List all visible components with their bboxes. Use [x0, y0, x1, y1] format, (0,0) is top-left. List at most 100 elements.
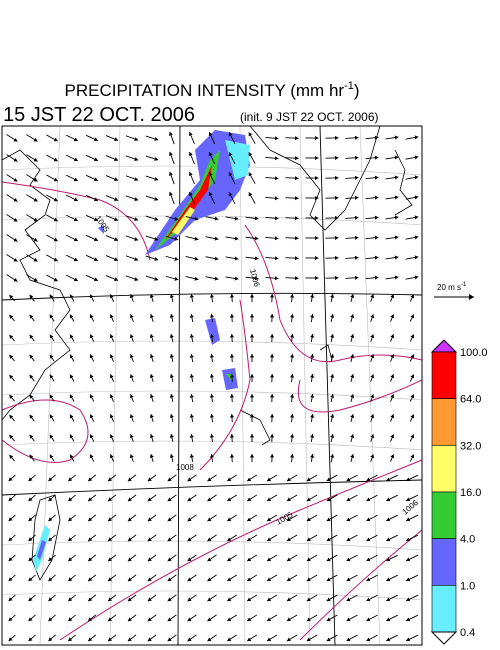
wind-arrow-head — [207, 577, 212, 582]
wind-arrow-head — [68, 477, 73, 482]
wind-arrow-head — [247, 557, 252, 562]
wind-arrow-head — [410, 434, 415, 439]
wind-arrow-head — [306, 637, 311, 642]
wind-arrow-head — [13, 197, 18, 202]
wind-arrow-head — [134, 197, 139, 201]
wind-arrow-head — [8, 637, 13, 642]
wind-arrow-head — [167, 497, 172, 502]
wind-arrow-head — [189, 354, 194, 358]
wind-arrow-head — [346, 557, 351, 562]
wind-arrow-head — [28, 617, 33, 622]
wind-arrow-head — [73, 197, 78, 202]
wind-arrow-head — [394, 275, 399, 280]
wind-arrow-head — [406, 477, 411, 482]
wind-arrow-head — [167, 557, 172, 562]
wind-arrow-head — [310, 374, 315, 378]
wind-arrow-head — [194, 256, 199, 261]
wind-arrow-head — [53, 157, 58, 162]
wind-arrow-head — [247, 617, 252, 622]
wind-arrow-head — [286, 597, 291, 602]
wind-arrow-head — [354, 235, 359, 240]
wind-arrow-head — [167, 637, 172, 642]
wind-arrow-head — [167, 577, 172, 582]
wind-arrow-head — [48, 577, 53, 582]
wind-arrow-head — [9, 394, 14, 399]
wind-arrow-head — [93, 257, 98, 262]
wind-arrow-head — [390, 314, 395, 319]
wind-arrow-head — [154, 156, 159, 161]
wind-arrow-head — [134, 177, 139, 181]
wind-arrow-head — [93, 177, 98, 182]
wind-arrow-head — [267, 517, 272, 522]
wind-arrow-head — [330, 354, 335, 358]
wind-arrow-head — [68, 597, 73, 602]
reference-unit: 20 m s — [437, 283, 461, 292]
wind-arrow-head — [13, 217, 18, 222]
wind-arrow-head — [169, 394, 174, 398]
wind-arrow-head — [154, 196, 159, 201]
wind-arrow-head — [114, 277, 119, 282]
isobars — [1, 181, 423, 641]
wind-arrow-head — [93, 217, 98, 222]
wind-arrow-head — [254, 256, 259, 261]
wind-arrow-head — [48, 557, 53, 562]
wind-arrow-head — [69, 434, 74, 439]
wind-arrow-head — [315, 175, 319, 181]
wind-arrow-head — [149, 334, 154, 339]
wind-arrow-head — [53, 237, 58, 242]
wind-arrow-head — [386, 497, 391, 502]
wind-arrow-head — [73, 277, 78, 282]
wind-arrow-head — [227, 617, 232, 622]
wind-arrow-head — [209, 374, 214, 378]
wind-arrow-head — [370, 414, 375, 419]
wind-arrow-head — [108, 517, 112, 522]
wind-arrow-head — [48, 637, 53, 642]
wind-arrow-head — [167, 477, 172, 482]
wind-arrow-head — [93, 137, 98, 142]
wind-arrow-head — [394, 195, 399, 200]
wind-arrow-head — [108, 537, 112, 542]
wind-arrow-head — [229, 454, 235, 458]
wind-arrow-head — [248, 132, 253, 137]
wind-arrow-head — [33, 157, 38, 162]
wind-arrow-head — [335, 255, 339, 260]
wind-arrow-head — [335, 135, 339, 140]
wind-arrow-head — [147, 537, 152, 542]
wind-arrow-head — [109, 414, 114, 419]
wind-arrow-head — [174, 276, 179, 281]
wind-arrow-head — [187, 597, 192, 602]
wind-arrow-head — [227, 477, 232, 482]
wind-arrow-head — [49, 334, 54, 339]
wind-arrow-head — [154, 276, 159, 281]
wind-arrow-head — [227, 577, 232, 582]
contour-labels: 1005 1006 1008 1005 1006 — [93, 214, 420, 527]
wind-arrow-head — [330, 314, 335, 318]
wind-arrow-head — [8, 577, 13, 582]
wind-arrow-head — [129, 374, 134, 379]
wind-arrow-head — [8, 477, 13, 482]
wind-arrow-head — [129, 434, 134, 439]
wind-arrow-head — [228, 192, 233, 197]
wind-arrow-head — [286, 497, 291, 502]
wind-arrow-head — [169, 374, 174, 378]
wind-arrow-head — [127, 477, 132, 482]
title: PRECIPITATION INTENSITY (mm hr-1) — [64, 80, 359, 100]
wind-arrow-head — [127, 617, 132, 622]
wind-arrow-head — [306, 517, 311, 522]
wind-arrow-head — [234, 236, 239, 241]
wind-arrow-head — [127, 497, 132, 502]
wind-arrow-head — [267, 637, 272, 642]
wind-arrow-head — [28, 597, 33, 602]
wind-arrow-head — [386, 577, 391, 582]
wind-arrow-head — [187, 637, 192, 642]
wind-arrow-head — [414, 275, 419, 280]
wind-arrow-head — [108, 557, 112, 562]
wind-arrow-head — [167, 537, 172, 542]
wind-arrow-head — [69, 454, 74, 459]
wind-arrow-head — [227, 517, 232, 522]
wind-arrow-head — [69, 414, 74, 419]
wind-arrow-head — [68, 557, 73, 562]
colorbar-bin — [431, 445, 457, 493]
reference-vector-label: 20 m s-1 — [437, 282, 467, 292]
